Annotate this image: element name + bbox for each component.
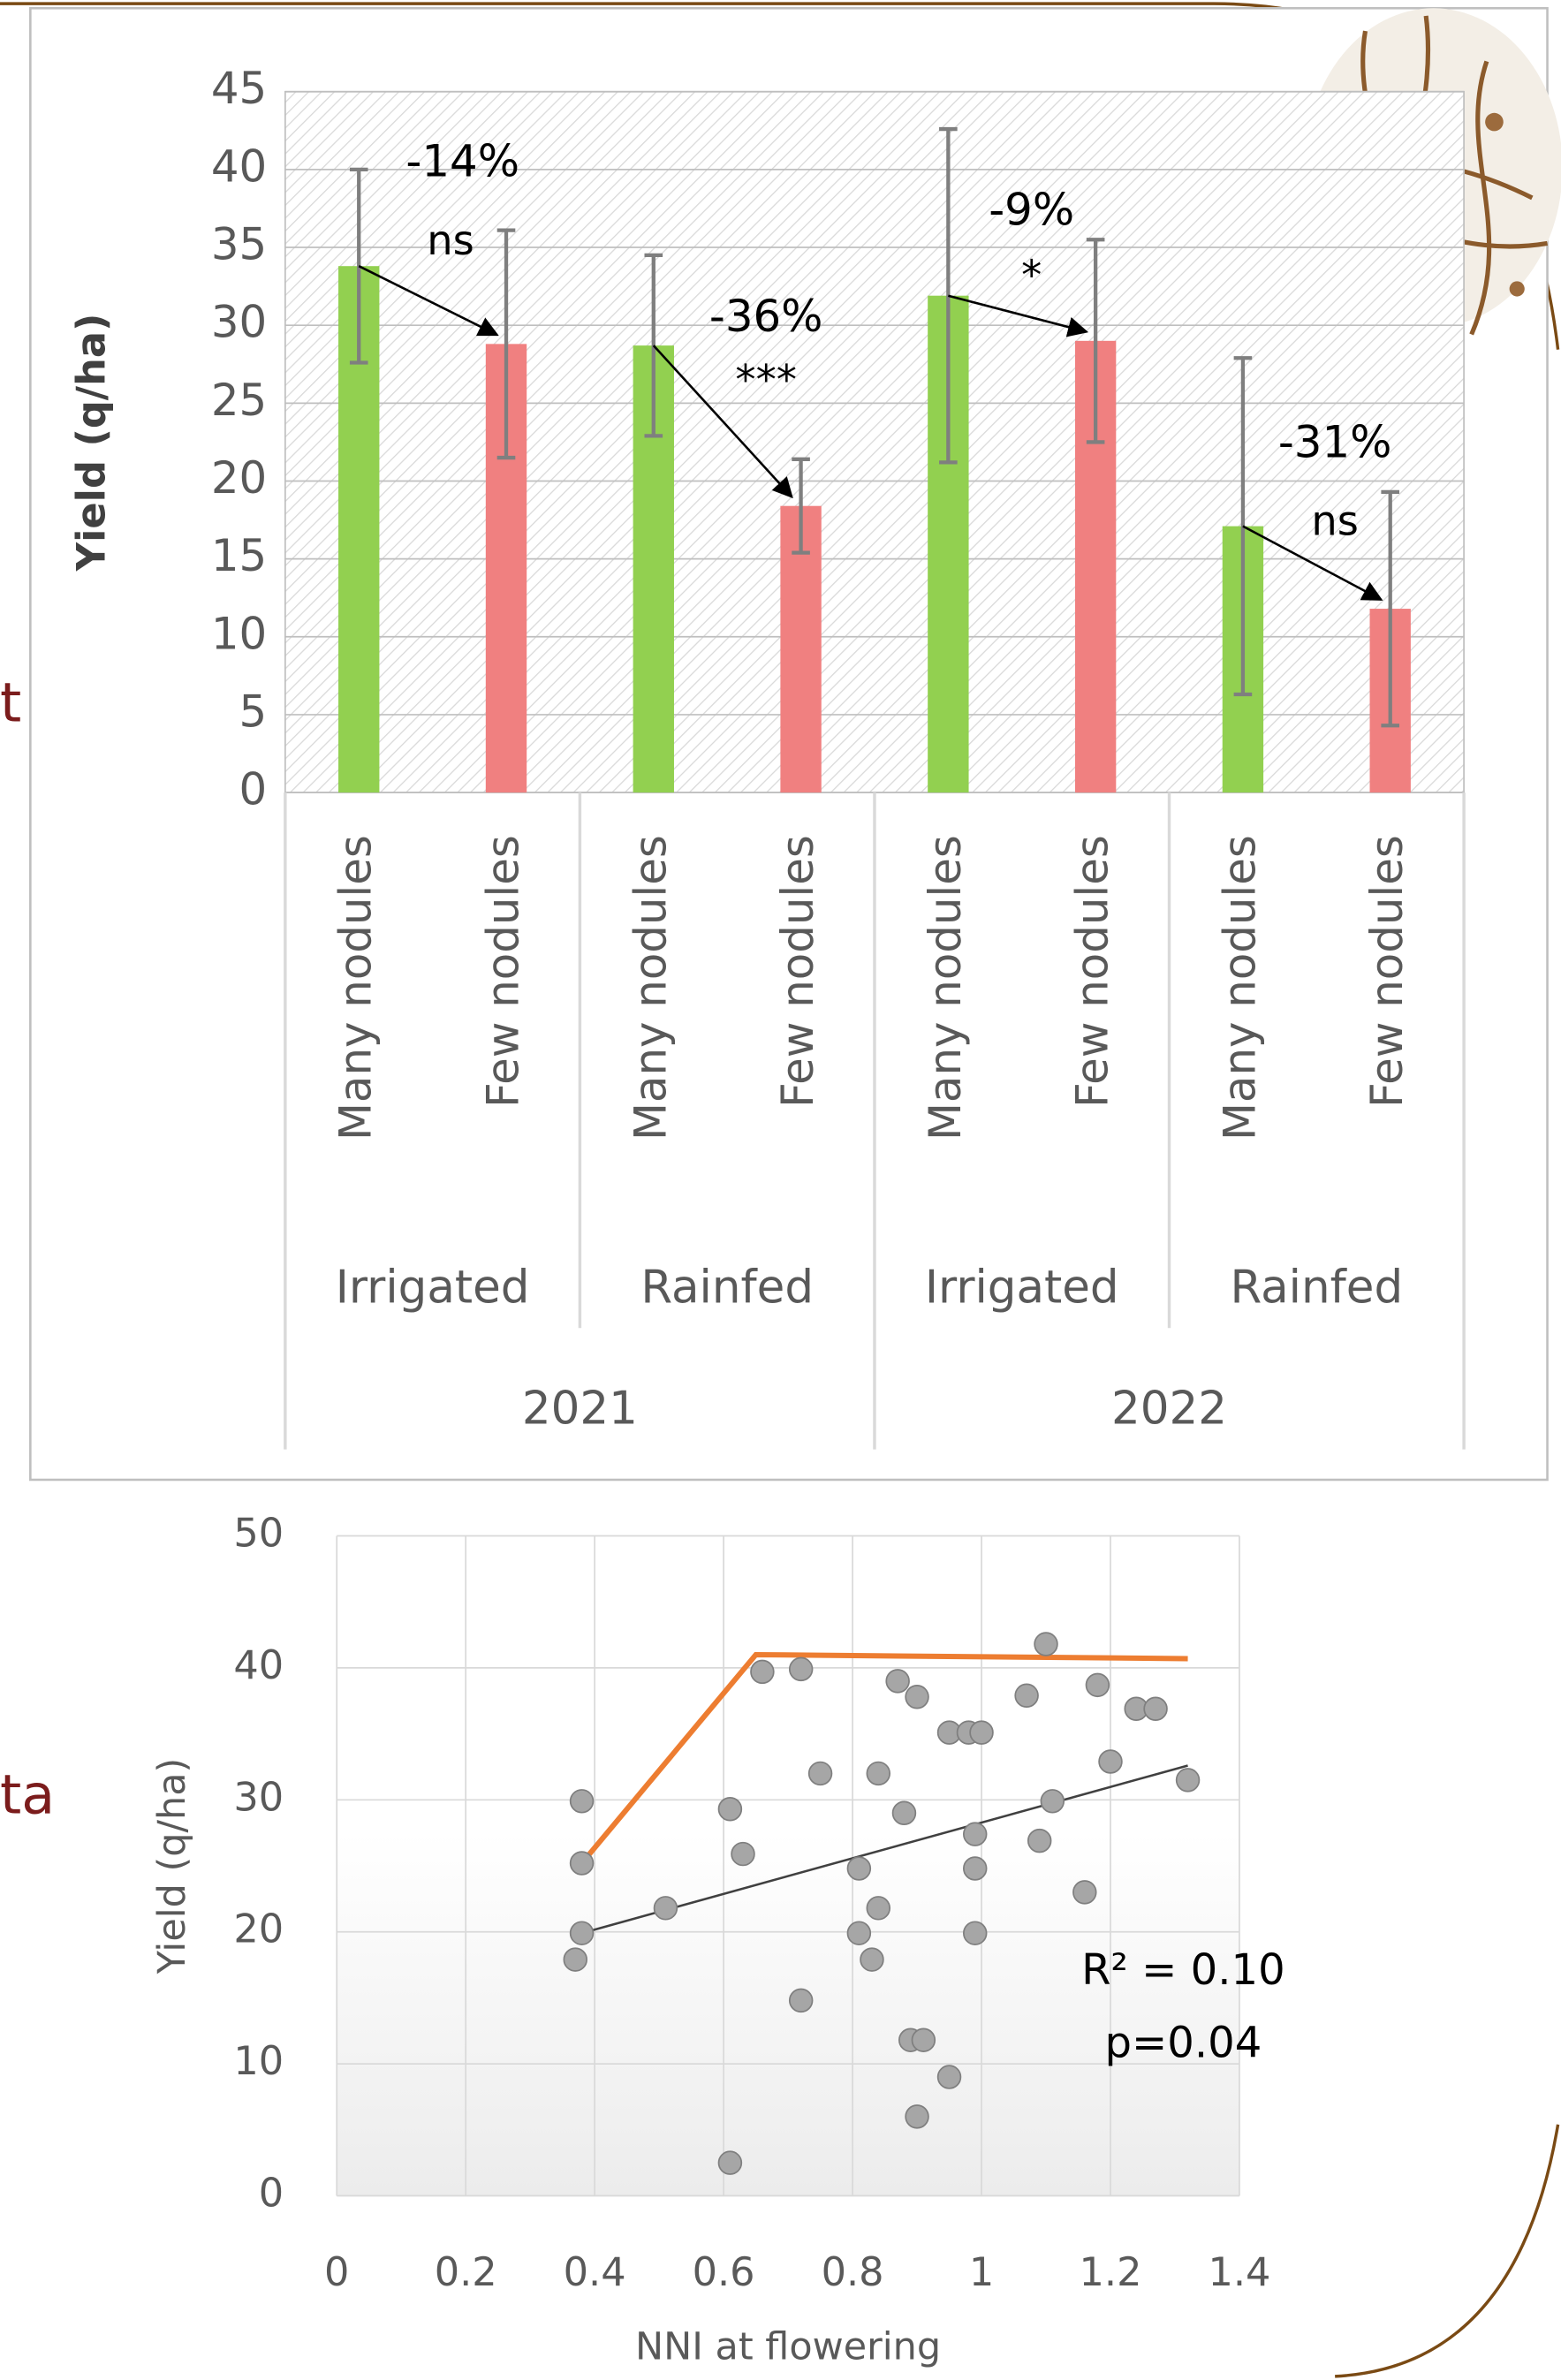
group-label: Rainfed [1230,1261,1403,1314]
data-point [1087,1673,1110,1696]
data-point [906,2105,928,2128]
x-tick-label: 1.4 [1208,2249,1270,2295]
change-label: -9% [989,185,1074,236]
data-point [964,1857,987,1880]
data-point [1144,1697,1167,1720]
y-tick-label: 5 [239,686,268,737]
data-point [867,1897,890,1920]
group-label: Irrigated [925,1261,1119,1314]
data-point [1099,1750,1122,1773]
year-label: 2021 [522,1383,638,1436]
significance-label: * [1021,251,1042,299]
slide-text: ta [0,1763,55,1827]
year-label: 2022 [1111,1383,1227,1436]
y-tick-label: 20 [211,452,267,504]
data-point [964,1921,987,1944]
y-tick-label: 10 [211,608,267,659]
y-tick-label: 20 [233,1906,284,1952]
x-tick-label: 0.8 [822,2249,884,2295]
x-tick-label: 0.2 [435,2249,497,2295]
y-tick-label: 45 [211,63,267,114]
x-tick-label: Many nodules [1214,835,1265,1141]
data-point [847,1857,870,1880]
y-tick-label: 35 [211,219,267,270]
data-point [790,1990,813,2012]
y-tick-label: 40 [211,140,267,192]
data-point [571,1852,594,1875]
y-tick-label: 10 [233,2038,284,2084]
group-label: Irrigated [336,1261,530,1314]
slide-border [1335,2125,1557,2376]
data-point [564,1948,587,1971]
data-point [1034,1633,1057,1656]
significance-label: *** [735,356,797,404]
group-label: Rainfed [640,1261,814,1314]
data-point [938,2065,961,2088]
data-point [970,1721,993,1744]
data-point [1073,1881,1096,1904]
data-point [719,2151,742,2174]
y-tick-label: 15 [211,530,267,581]
x-tick-label: Many nodules [625,835,676,1141]
y-tick-label: 0 [239,764,268,815]
significance-label: ns [427,216,474,264]
significance-label: ns [1311,497,1359,545]
y-tick-label: 30 [211,297,267,348]
data-point [964,1823,987,1846]
x-tick-label: 0.4 [564,2249,626,2295]
x-axis-title: NNI at flowering [635,2324,941,2369]
data-point [719,1798,742,1821]
data-point [1028,1830,1051,1853]
data-point [571,1790,594,1813]
x-tick-label: 1.2 [1080,2249,1142,2295]
change-label: -31% [1278,416,1392,467]
slide: t ta 051015202530354045Yield (q/ha)Many … [0,0,1561,2380]
data-point [655,1897,678,1920]
x-tick-label: 1 [969,2249,994,2295]
stat-label: R² = 0.10 [1081,1945,1285,1995]
x-tick-label: 0.6 [693,2249,755,2295]
plot-area [337,1536,1239,2196]
page: {"slide_text":["t","ta"], "chart_data":[… [0,0,1561,2380]
x-tick-label: Many nodules [330,835,382,1141]
data-point [809,1762,832,1785]
y-tick-label: 50 [233,1511,284,1557]
slide-text: t [0,671,21,734]
y-tick-label: 30 [233,1774,284,1820]
data-point [790,1658,813,1681]
data-point [571,1921,594,1944]
data-point [867,1762,890,1785]
x-tick-label: Few nodules [772,835,823,1108]
y-axis-title: Yield (q/ha) [150,1758,194,1975]
change-label: -14% [405,136,519,187]
y-tick-label: 25 [211,375,267,426]
data-point [751,1661,774,1684]
y-tick-label: 40 [233,1642,284,1688]
data-point [1177,1769,1200,1792]
data-point [886,1670,909,1693]
x-tick-label: 0 [324,2249,349,2295]
data-point [1041,1790,1064,1813]
change-label: -36% [709,291,823,342]
y-tick-label: 0 [259,2171,284,2217]
data-point [847,1921,870,1944]
data-point [906,1686,928,1709]
x-tick-label: Many nodules [920,835,971,1141]
data-point [893,1801,916,1824]
y-axis-title: Yield (q/ha) [68,314,114,572]
x-tick-label: Few nodules [1067,835,1118,1108]
stat-label: p=0.04 [1104,2019,1262,2068]
data-point [912,2028,935,2051]
data-point [731,1843,754,1866]
x-tick-label: Few nodules [1361,835,1413,1108]
data-point [1015,1684,1038,1707]
data-point [860,1948,883,1971]
x-tick-label: Few nodules [478,835,529,1108]
